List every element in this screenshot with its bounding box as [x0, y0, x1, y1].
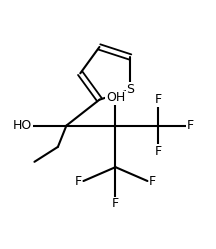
- Text: OH: OH: [106, 91, 125, 104]
- Text: F: F: [154, 93, 162, 106]
- Text: F: F: [112, 197, 119, 210]
- Text: F: F: [154, 145, 162, 158]
- Text: F: F: [187, 119, 194, 132]
- Text: F: F: [149, 175, 156, 187]
- Text: HO: HO: [13, 119, 32, 132]
- Text: F: F: [75, 175, 82, 187]
- Text: S: S: [126, 83, 134, 96]
